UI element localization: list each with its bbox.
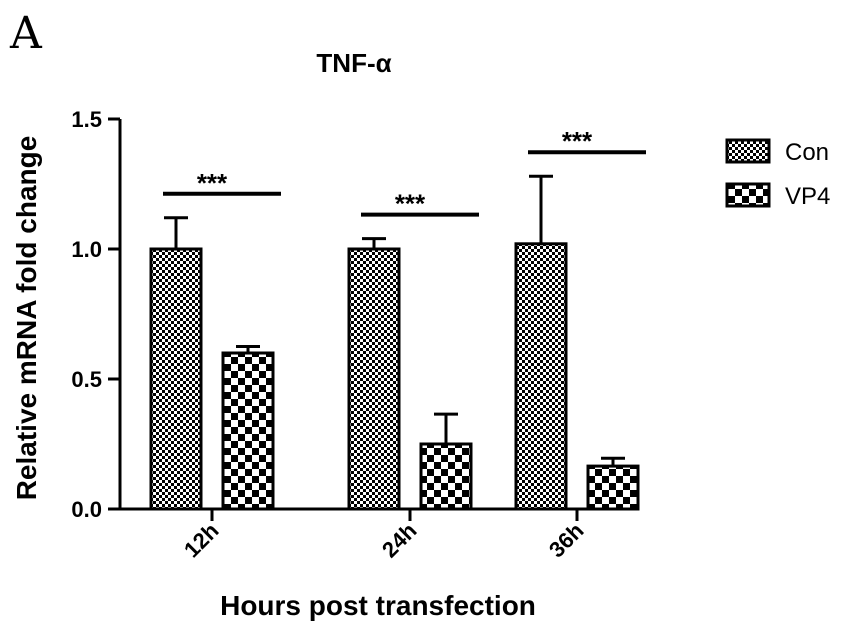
x-tick-label: 12h xyxy=(179,518,223,562)
x-axis-ticks: 12h 24h 36h xyxy=(179,509,589,562)
legend-swatch-vp4 xyxy=(725,182,771,208)
legend: Con VP4 xyxy=(725,138,830,210)
y-tick-label: 0.0 xyxy=(71,497,102,522)
y-axis-ticks: 0.0 0.5 1.0 1.5 xyxy=(71,107,120,522)
legend-label-vp4: VP4 xyxy=(785,183,830,210)
significance-label: *** xyxy=(395,189,426,219)
legend-label-con: Con xyxy=(785,139,829,166)
x-axis-title: Hours post transfection xyxy=(220,590,536,621)
y-tick-label: 1.5 xyxy=(71,107,102,132)
bar-group xyxy=(149,174,640,511)
y-tick-label: 0.5 xyxy=(71,367,102,392)
chart-title: TNF-α xyxy=(316,48,391,78)
bar-vp4-24h xyxy=(419,442,473,511)
y-axis-title: Relative mRNA fold change xyxy=(11,136,42,501)
significance-label: *** xyxy=(197,168,228,198)
x-tick-label: 36h xyxy=(544,518,588,562)
y-tick-label: 1.0 xyxy=(71,237,102,262)
panel-label: A xyxy=(9,8,43,59)
bar-con-12h xyxy=(149,247,203,511)
x-tick-label: 24h xyxy=(377,518,421,562)
legend-swatch-con xyxy=(725,138,771,164)
bar-vp4-36h xyxy=(586,464,640,511)
bar-con-36h xyxy=(514,242,568,511)
bar-con-24h xyxy=(347,247,401,511)
significance-markers: *** *** *** xyxy=(163,126,646,219)
significance-label: *** xyxy=(562,126,593,156)
bar-vp4-12h xyxy=(221,351,275,511)
